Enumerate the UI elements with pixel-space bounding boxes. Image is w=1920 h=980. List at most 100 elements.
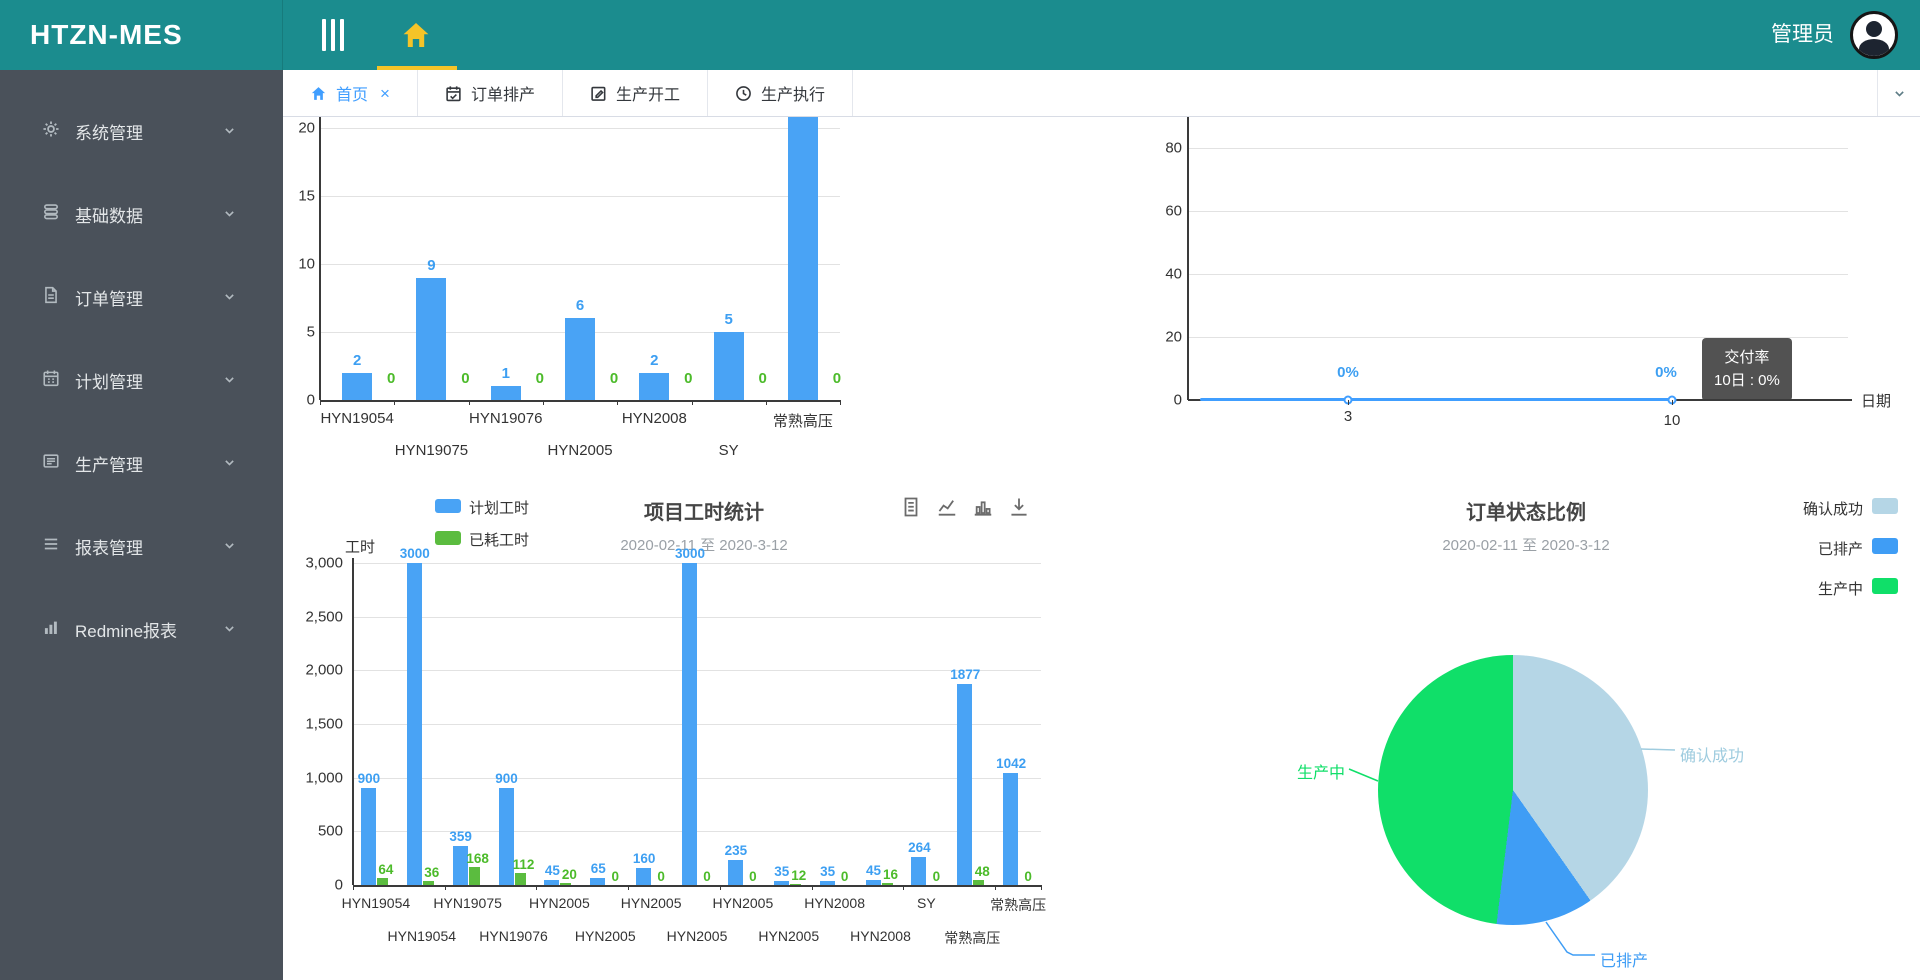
plan-bar-6[interactable] [636,867,652,885]
x-category-label: HYN19076 [479,928,548,944]
plan-bar-11[interactable] [865,880,881,885]
plan-bar-5[interactable] [590,878,606,885]
line-chart-x-axis-name: 日期 [1861,393,1892,410]
document-icon [42,286,75,309]
tab-1[interactable]: 订单排产 [418,70,563,116]
used-bar-2[interactable] [468,866,480,885]
plan-bar-3[interactable] [498,788,514,885]
used-bar-13[interactable] [973,879,985,885]
bar-HYN19054[interactable] [342,372,373,400]
used-bar-4[interactable] [560,882,572,885]
x-category-label: HYN19054 [320,410,394,427]
tab-label: 生产开工 [615,87,680,104]
plan-bar-9[interactable] [773,881,789,885]
plan-bar-7[interactable] [682,563,698,885]
sidebar-item-6[interactable]: Redmine报表 [0,588,283,671]
tooltip-title: 交付率 [1724,349,1770,366]
tooltip-value: 10日 : 0% [1714,372,1780,390]
sidebar-toggle-icon[interactable] [322,19,344,51]
y-tick-label: 2,000 [305,661,343,679]
tab-label: 订单排产 [470,87,535,104]
sidebar-item-2[interactable]: 订单管理 [0,256,283,339]
hours-chart-subtitle: 2020-02-11 至 2020-3-12 [620,537,788,554]
gridline [1188,148,1848,149]
legend-swatch-已耗工时[interactable] [435,531,461,545]
x-axis-tick [444,885,446,890]
home-icon [310,85,327,102]
chevron-down-icon [223,205,251,225]
used-bar-11[interactable] [881,883,893,885]
x-category-label: 常熟高压 [772,413,833,430]
user-name[interactable]: 管理员 [1771,23,1834,46]
sidebar-item-5[interactable]: 报表管理 [0,505,283,588]
plan-bar-4[interactable] [544,880,560,885]
tab-3[interactable]: 生产执行 [708,70,853,116]
bar-HYN19075[interactable] [416,277,447,400]
used-bar-1[interactable] [422,881,434,885]
plan-bar-13[interactable] [957,683,973,885]
sidebar-item-4[interactable]: 生产管理 [0,422,283,505]
x-axis-tick [1348,400,1349,405]
bar-SY[interactable] [713,332,744,400]
gear-icon [42,120,75,143]
bar-HYN19076[interactable] [490,386,521,400]
plan-bar-12[interactable] [911,856,927,885]
data-view-icon[interactable] [900,496,922,518]
x-axis-tick [995,885,997,890]
plan-bar-8[interactable] [727,859,743,885]
plan-bar-1[interactable] [406,563,422,885]
gridline [1188,274,1848,275]
legend-swatch-计划工时[interactable] [435,499,461,513]
y-tick-label: 1,500 [305,715,343,733]
plan-value-label: 900 [357,771,381,787]
used-bar-3[interactable] [514,872,526,885]
bar-value-label: 6 [575,297,585,315]
plan-bar-2[interactable] [452,846,468,885]
tab-0[interactable]: 首页 × [283,70,418,116]
save-image-icon[interactable] [1008,496,1030,518]
bar-HYN2008[interactable] [639,372,670,400]
bar-chart-icon[interactable] [972,496,994,518]
bar-value-label-green: 0 [758,370,767,387]
plan-bar-10[interactable] [819,881,835,885]
line-series[interactable] [1200,398,1672,401]
plan-bar-14[interactable] [1003,773,1019,885]
sidebar-item-3[interactable]: 计划管理 [0,339,283,422]
used-bar-0[interactable] [376,878,388,885]
legend-label: 生产中 [1817,581,1863,598]
legend-swatch-生产中[interactable] [1872,578,1898,594]
home-nav-icon[interactable] [400,19,432,51]
avatar[interactable] [1850,11,1898,59]
plan-value-label: 45 [865,863,882,879]
calendar-icon [42,369,75,392]
tabbar-chevron-down-icon[interactable] [1877,70,1920,116]
legend-swatch-确认成功[interactable] [1872,498,1898,514]
history-icon [735,85,752,102]
plan-value-label: 235 [724,842,748,858]
close-icon[interactable]: × [380,83,390,103]
x-axis-tick [903,885,905,890]
sidebar: 系统管理 基础数据 订单管理计划管理生产管理 报表管理 Redmine报表 [0,70,283,980]
x-category-label: 常熟高压 [944,930,1001,946]
y-tick-label: 3,000 [305,554,343,572]
line-chart-icon[interactable] [936,496,958,518]
pie-order-status[interactable] [1378,655,1648,925]
plan-bar-0[interactable] [360,788,376,885]
used-value-label: 0 [611,869,620,884]
tab-label: 生产执行 [760,87,825,104]
x-category-label: HYN2005 [620,895,682,911]
plan-value-label: 1042 [996,756,1027,772]
sidebar-item-label: 计划管理 [75,373,143,392]
bar-HYN2005[interactable] [565,318,596,400]
x-axis-tick [542,400,544,405]
sidebar-item-1[interactable]: 基础数据 [0,173,283,256]
legend-swatch-已排产[interactable] [1872,538,1898,554]
used-bar-9[interactable] [789,883,801,885]
sidebar-item-0[interactable]: 系统管理 [0,90,283,173]
active-nav-indicator [377,66,457,70]
bar-常熟高压[interactable] [787,116,818,400]
tab-2[interactable]: 生产开工 [563,70,708,116]
plan-value-label: 45 [544,863,560,879]
plan-value-label: 65 [590,861,606,877]
gridline [320,128,840,129]
